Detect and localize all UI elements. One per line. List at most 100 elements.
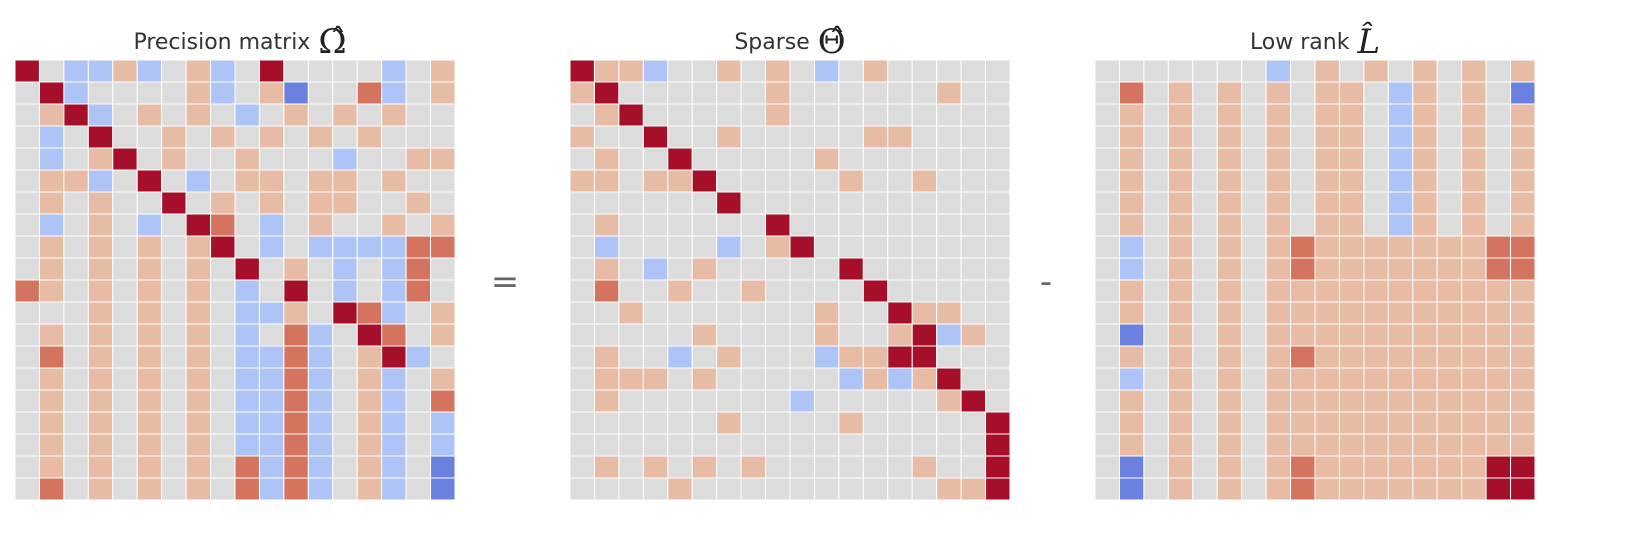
heatmap-cell: [136, 389, 163, 413]
heatmap-cell: [234, 367, 260, 391]
heatmap-cell: [862, 103, 889, 127]
heatmap-cell: [210, 389, 236, 413]
heatmap-cell: [691, 477, 718, 500]
heatmap-cell: [1363, 301, 1389, 325]
heatmap-cell: [1192, 279, 1218, 303]
heatmap-cell: [1167, 257, 1194, 281]
heatmap-cell: [1241, 389, 1267, 413]
heatmap-cell: [1241, 81, 1267, 105]
heatmap-cell: [381, 169, 407, 193]
heatmap-cell: [161, 81, 187, 105]
heatmap-cell: [1095, 389, 1120, 413]
heatmap-cell: [765, 345, 791, 369]
heatmap-cell: [258, 191, 285, 215]
heatmap-cell: [887, 389, 913, 413]
heatmap-cell: [258, 279, 285, 303]
heatmap-cell: [960, 103, 987, 127]
heatmap-cell: [283, 411, 309, 435]
heatmap-cell: [642, 477, 669, 500]
heatmap-cell: [430, 213, 455, 237]
heatmap-cell: [307, 257, 334, 281]
heatmap-cell: [63, 279, 89, 303]
heatmap-cell: [136, 169, 163, 193]
heatmap-cell: [1216, 60, 1243, 83]
heatmap-cell: [716, 433, 742, 457]
heatmap-cell: [740, 147, 767, 171]
heatmap-cell: [185, 367, 212, 391]
heatmap-cell: [161, 60, 187, 83]
heatmap-cell: [405, 345, 432, 369]
heatmap-cell: [332, 103, 358, 127]
heatmap-cell: [960, 169, 987, 193]
heatmap-cell: [1436, 81, 1463, 105]
heatmap-cell: [1387, 257, 1414, 281]
heatmap-cell: [618, 125, 644, 149]
heatmap-cell: [960, 411, 987, 435]
heatmap-cell: [210, 257, 236, 281]
heatmap-cell: [234, 81, 260, 105]
heatmap-cell: [960, 455, 987, 479]
heatmap-cell: [789, 389, 815, 413]
heatmap-cell: [667, 103, 693, 127]
heatmap-cell: [1143, 125, 1169, 149]
heatmap-cell: [1412, 103, 1438, 127]
heatmap-cell: [1510, 455, 1535, 479]
heatmap-cell: [38, 103, 65, 127]
heatmap-cell: [1143, 411, 1169, 435]
heatmap-cell: [1363, 191, 1389, 215]
heatmap-cell: [430, 301, 455, 325]
heatmap-cell: [87, 301, 114, 325]
heatmap-cell: [667, 235, 693, 259]
heatmap-cell: [667, 169, 693, 193]
heatmap-cell: [381, 235, 407, 259]
heatmap-cell: [1118, 455, 1145, 479]
heatmap-cell: [1436, 213, 1463, 237]
heatmap-cell: [258, 323, 285, 347]
heatmap-cell: [1338, 389, 1365, 413]
heatmap-cell: [813, 147, 840, 171]
heatmap-cell: [570, 345, 595, 369]
heatmap-cell: [936, 125, 962, 149]
heatmap-cell: [862, 125, 889, 149]
heatmap-cell: [1363, 60, 1389, 83]
heatmap-cell: [38, 389, 65, 413]
heatmap-cell: [1485, 103, 1512, 127]
heatmap-cell: [593, 477, 620, 500]
heatmap-cell: [63, 257, 89, 281]
heatmap-cell: [765, 389, 791, 413]
heatmap-cell: [838, 323, 864, 347]
heatmap-cell: [911, 103, 938, 127]
heatmap-cell: [1241, 455, 1267, 479]
heatmap-cell: [356, 103, 383, 127]
heatmap-cell: [1363, 213, 1389, 237]
heatmap-cell: [618, 213, 644, 237]
heatmap-cell: [716, 213, 742, 237]
heatmap-cell: [618, 279, 644, 303]
heatmap-cell: [112, 257, 138, 281]
heatmap-cell: [593, 323, 620, 347]
heatmap-cell: [87, 411, 114, 435]
heatmap-cell: [1095, 213, 1120, 237]
heatmap-cell: [887, 235, 913, 259]
heatmap-cell: [1363, 323, 1389, 347]
heatmap-cell: [642, 60, 669, 83]
heatmap-cell: [38, 213, 65, 237]
heatmap-cell: [862, 455, 889, 479]
heatmap-cell: [1461, 169, 1487, 193]
heatmap-cell: [87, 257, 114, 281]
heatmap-cell: [789, 147, 815, 171]
heatmap-cell: [1241, 477, 1267, 500]
heatmap-cell: [765, 257, 791, 281]
heatmap-cell: [234, 169, 260, 193]
heatmap-cell: [716, 169, 742, 193]
heatmap-cell: [1461, 411, 1487, 435]
heatmap-cell: [381, 367, 407, 391]
heatmap-cell: [691, 257, 718, 281]
heatmap-cell: [1192, 257, 1218, 281]
heatmap-cell: [332, 279, 358, 303]
heatmap-cell: [1314, 169, 1340, 193]
heatmap-cell: [405, 169, 432, 193]
heatmap-cell: [430, 103, 455, 127]
heatmap-cell: [1216, 125, 1243, 149]
heatmap-cell: [1363, 147, 1389, 171]
